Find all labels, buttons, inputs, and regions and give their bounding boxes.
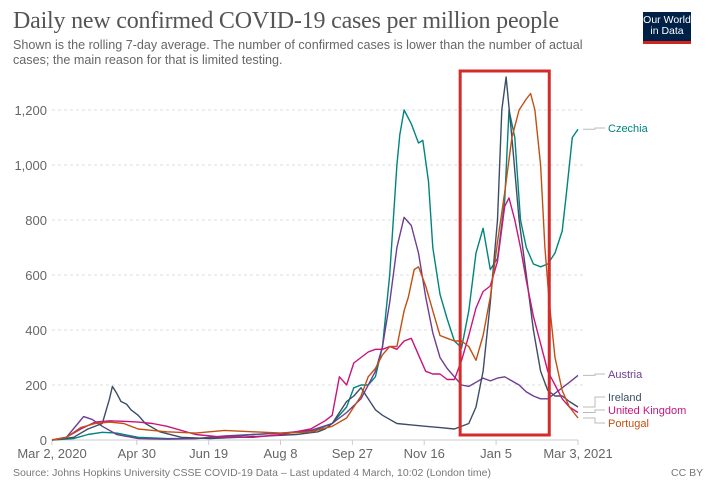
- series-label-ireland: Ireland: [608, 392, 642, 404]
- x-tick-label: Mar 2, 2020: [17, 446, 86, 461]
- series-label-austria: Austria: [608, 369, 643, 381]
- y-tick-label: 400: [25, 323, 47, 338]
- label-connector: [583, 127, 605, 130]
- series-label-czechia: Czechia: [608, 123, 649, 135]
- series-line-austria: [51, 216, 579, 441]
- chart-title: Daily new confirmed COVID-19 cases per m…: [13, 8, 559, 34]
- x-tick-label: Nov 16: [404, 446, 445, 461]
- series-label-united-kingdom: United Kingdom: [608, 405, 686, 417]
- series-line-ireland: [51, 76, 579, 441]
- x-tick-label: Jan 5: [480, 446, 512, 461]
- highlight-box: [458, 69, 551, 437]
- y-tick-label: 200: [25, 378, 47, 393]
- x-tick-label: Apr 30: [118, 446, 156, 461]
- license-link[interactable]: CC BY: [671, 467, 704, 479]
- y-tick-label: 1,200: [14, 103, 47, 118]
- y-tick-label: 600: [25, 268, 47, 283]
- grid-lines: [52, 109, 586, 386]
- y-tick-label: 1,000: [14, 158, 47, 173]
- label-connector: [583, 417, 605, 424]
- y-tick-label: 800: [25, 213, 47, 228]
- source-note[interactable]: Source: Johns Hopkins University CSSE CO…: [13, 467, 491, 479]
- label-connector: [583, 373, 605, 376]
- x-tick-label: Sep 27: [332, 446, 373, 461]
- series-line-united-kingdom: [51, 197, 579, 441]
- y-tick-label: 0: [40, 433, 47, 448]
- x-tick-label: Jun 19: [189, 446, 228, 461]
- label-connector: [583, 396, 605, 408]
- x-axis: Mar 2, 2020 Apr 30 Jun 19 Aug 8 Sep 27 Nov 16…: [17, 439, 613, 461]
- label-connector: [583, 409, 605, 413]
- x-tick-label: Aug 8: [264, 446, 298, 461]
- y-axis: 0 200 400 600 800 1,000 1,200: [14, 103, 47, 448]
- series-line-portugal: [51, 92, 579, 441]
- series-label-portugal: Portugal: [608, 418, 649, 430]
- x-tick-label: Mar 3, 2021: [543, 446, 612, 461]
- logo-line-1: Our World: [643, 14, 691, 26]
- series-lines: [51, 76, 579, 441]
- chart-subtitle: Shown is the rolling 7-day average. The …: [13, 38, 583, 67]
- logo-line-2: in Data: [650, 25, 684, 37]
- owid-logo[interactable]: Our World in Data: [643, 12, 691, 44]
